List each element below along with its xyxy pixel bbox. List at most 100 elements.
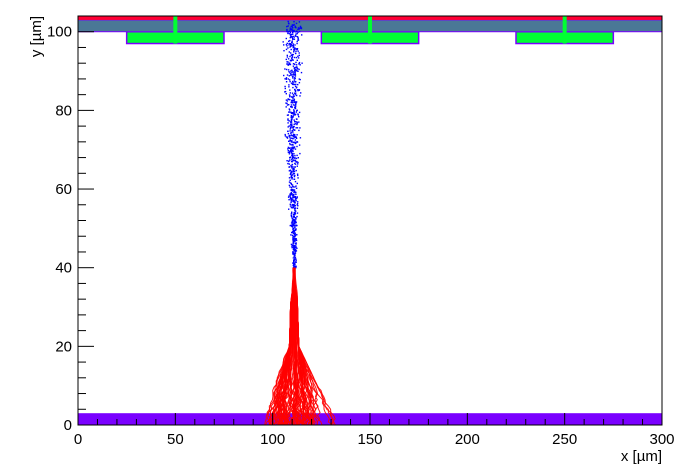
electron-dot: [297, 38, 299, 40]
electron-dot: [291, 116, 293, 118]
electron-dot: [285, 102, 287, 104]
electron-dot: [297, 39, 300, 41]
electron-dot: [286, 29, 288, 31]
electron-dot: [293, 204, 296, 206]
electron-dot: [284, 68, 286, 70]
electron-dot: [291, 205, 293, 207]
electron-dot: [290, 124, 292, 126]
electron-dot: [295, 87, 298, 89]
electron-dot: [293, 83, 295, 86]
electron-dot: [296, 173, 299, 175]
electron-dot: [291, 55, 293, 57]
electron-dot: [290, 174, 293, 177]
electron-dot: [289, 33, 291, 35]
electron-dot: [294, 242, 297, 244]
electron-dot: [286, 25, 288, 28]
electron-dot: [286, 114, 289, 116]
electron-dot: [294, 120, 296, 123]
electron-dot: [293, 78, 296, 80]
electron-dot: [291, 25, 293, 27]
x-tick-label: 50: [167, 431, 184, 448]
electron-dot: [287, 122, 289, 124]
electron-dot: [294, 197, 296, 199]
electron-dot: [298, 68, 300, 71]
electron-dot: [291, 124, 293, 127]
electron-dot: [292, 131, 294, 133]
electron-dot: [296, 196, 298, 198]
electron-dot: [290, 188, 292, 191]
electron-dot: [293, 196, 295, 198]
electron-dot: [292, 129, 294, 132]
electron-dot: [296, 123, 298, 125]
electron-dot: [290, 36, 292, 38]
electron-dot: [292, 221, 294, 223]
electron-dot: [296, 134, 298, 136]
electron-dot: [290, 186, 293, 189]
electron-dot: [293, 170, 296, 173]
electron-dot: [292, 248, 295, 251]
electron-dot: [296, 59, 298, 61]
electron-dot: [291, 184, 294, 186]
electron-dot: [291, 221, 293, 223]
electron-dot: [291, 99, 293, 102]
electron-dot: [289, 179, 291, 181]
electron-dot: [293, 232, 295, 234]
electron-dot: [289, 156, 291, 159]
electron-dot: [289, 196, 292, 199]
electron-dot: [296, 122, 299, 124]
electron-dot: [291, 246, 293, 249]
electron-dot: [296, 204, 298, 206]
electron-dot: [296, 197, 298, 199]
electron-dot: [293, 250, 295, 252]
electron-dot: [296, 127, 299, 129]
electron-dot: [293, 173, 296, 175]
electron-dot: [294, 105, 296, 108]
electron-dot: [293, 99, 295, 101]
electron-dot: [291, 244, 293, 247]
electron-dot: [292, 35, 294, 38]
electron-dot: [293, 135, 295, 137]
electron-dot: [291, 41, 293, 43]
electron-dot: [292, 80, 294, 83]
electron-dot: [294, 239, 296, 242]
electron-dot: [288, 170, 291, 172]
electron-dot: [289, 136, 291, 138]
electron-dot: [294, 47, 296, 49]
electron-dot: [293, 216, 295, 218]
electron-dot: [298, 111, 301, 114]
electron-dot: [288, 108, 290, 110]
x-tick-label: 300: [649, 431, 674, 448]
electron-dot: [290, 148, 292, 151]
electron-dot: [293, 215, 295, 218]
electron-dot: [294, 35, 297, 37]
axes: 0 50 100 150 200 250 300 0 20 40 60 80 100: [47, 15, 675, 448]
electron-dot: [291, 118, 293, 120]
electron-dot: [294, 77, 296, 80]
electron-dot: [291, 245, 293, 247]
electron-dot: [284, 91, 286, 93]
electron-dot: [294, 135, 296, 138]
electron-dot: [293, 224, 295, 227]
electron-dot: [291, 73, 293, 76]
electron-dot: [290, 176, 293, 178]
electron-dot: [295, 259, 297, 262]
electron-dot: [290, 147, 293, 149]
electron-dot: [287, 160, 290, 163]
electron-dot: [290, 182, 292, 185]
electron-dot: [295, 198, 297, 200]
electron-dot: [291, 123, 293, 125]
electron-dot: [289, 27, 291, 29]
electron-dot: [292, 251, 294, 253]
electron-dot: [294, 148, 297, 150]
electron-dot: [291, 231, 293, 234]
electron-dot: [293, 223, 295, 225]
electron-dot: [295, 111, 297, 113]
electron-dot: [288, 71, 290, 73]
electron-dot: [291, 96, 293, 98]
electron-dot: [294, 26, 296, 28]
electron-dot: [288, 151, 291, 154]
electron-dot: [291, 57, 293, 59]
electron-dot: [291, 40, 293, 42]
electron-dot: [291, 225, 293, 227]
electron-dot: [293, 266, 295, 268]
